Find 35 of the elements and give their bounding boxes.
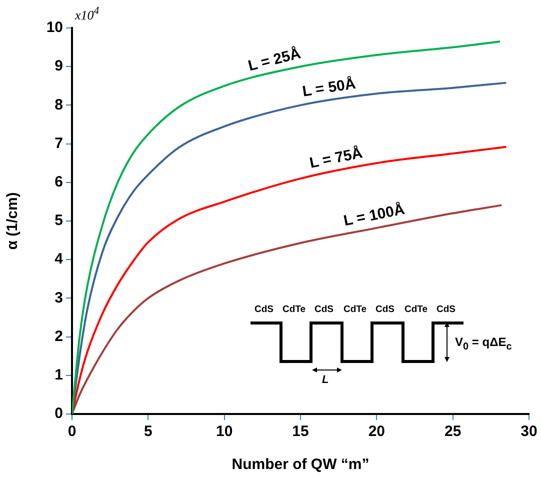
y-tick-label: 5 [54, 212, 63, 230]
annotation: CdS [254, 304, 274, 315]
text: x10$^{4}$ [75, 5, 100, 24]
y-tick-label: 0 [54, 405, 63, 422]
line-series [72, 146, 508, 414]
annotation: CdTe [282, 304, 306, 315]
annotation: CdS [376, 304, 394, 315]
y-tick-label: 2 [54, 328, 63, 345]
y-tick-label: 8 [54, 96, 63, 114]
x-tick-label: 5 [144, 423, 152, 440]
x-axis-title: Number of QW “m” [232, 456, 370, 474]
x-tick-label: 15 [292, 423, 309, 440]
text: L = 50Å [301, 74, 357, 100]
annotation: CdTe [404, 304, 428, 315]
y-tick-label: 7 [54, 134, 63, 152]
x-tick-label: 30 [520, 423, 538, 440]
y-tick-label: 9 [54, 58, 63, 75]
annotation: L [322, 374, 329, 386]
y-axis-title: α (1/cm) [4, 192, 22, 250]
y-tick-label: 4 [54, 250, 64, 268]
annotation: CdTe [343, 304, 367, 315]
x-tick-label: 0 [68, 423, 76, 440]
annotation: CdS [314, 304, 334, 315]
y-tick-label: 6 [54, 174, 63, 191]
x-tick-label: 25 [444, 423, 462, 440]
y-tick-label: 1 [54, 366, 63, 384]
annotation: CdS [436, 304, 456, 315]
x-tick-label: 20 [368, 423, 386, 440]
text: L = 100Å [342, 200, 406, 230]
x-tick-label: 10 [216, 423, 233, 440]
text: L = 25Å [246, 44, 303, 75]
annotation: V$_{0}$ = qΔE$_{c}$ [455, 335, 512, 352]
text: L = 75Å [308, 144, 364, 172]
y-tick-label: 3 [54, 289, 63, 306]
y-tick-label: 10 [46, 19, 63, 36]
